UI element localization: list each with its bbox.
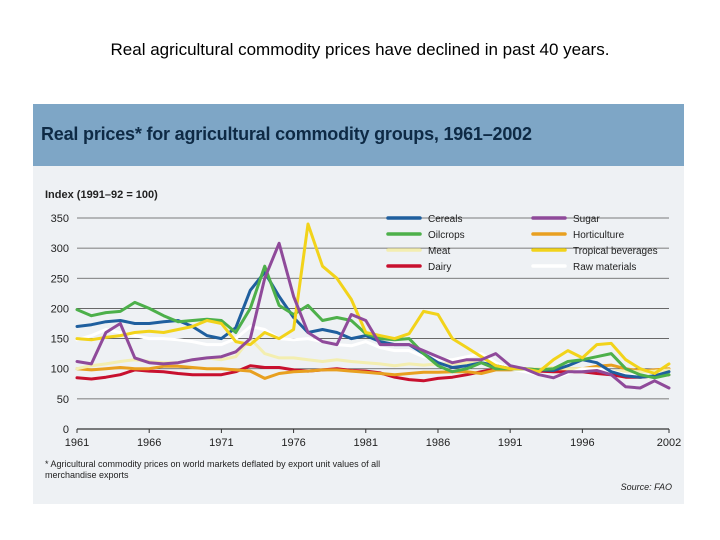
x-tick-label: 1986 xyxy=(426,437,450,449)
series-line-oilcrops xyxy=(75,264,671,380)
legend-label-meat: Meat xyxy=(428,246,450,257)
legend-label-raw-materials: Raw materials xyxy=(573,262,636,273)
y-axis-ticks: 0 50 100 150 200 250 300 350 xyxy=(51,213,69,436)
slide-title: Real agricultural commodity prices have … xyxy=(110,40,610,59)
x-tick-label: 1966 xyxy=(137,437,161,449)
x-tick-label: 1981 xyxy=(354,437,378,449)
y-tick-label: 50 xyxy=(57,394,69,406)
series-lines xyxy=(75,222,671,390)
chart-banner: Real prices* for agricultural commodity … xyxy=(33,104,684,166)
legend-label-sugar: Sugar xyxy=(573,214,600,225)
y-tick-label: 300 xyxy=(51,243,69,255)
y-tick-label: 0 xyxy=(63,424,69,436)
legend-label-dairy: Dairy xyxy=(428,262,451,273)
legend-label-oilcrops: Oilcrops xyxy=(428,230,465,241)
y-tick-label: 350 xyxy=(51,213,69,225)
series-line-sugar xyxy=(75,241,671,390)
y-tick-label: 200 xyxy=(51,303,69,315)
y-tick-label: 150 xyxy=(51,334,69,346)
legend-label-horticulture: Horticulture xyxy=(573,230,625,241)
y-tick-label: 100 xyxy=(51,364,69,376)
chart-footnote: * Agricultural commodity prices on world… xyxy=(45,459,381,480)
chart-figure: Real prices* for agricultural commodity … xyxy=(33,104,684,504)
x-axis-ticks: 1961 1966 1971 1976 1981 1986 1991 1996 2002 xyxy=(65,429,681,449)
legend: Cereals Oilcrops Meat Dairy Sugar Horticultur… xyxy=(386,214,658,273)
x-tick-label: 1971 xyxy=(209,437,233,449)
x-tick-label: 1976 xyxy=(281,437,305,449)
legend-label-cereals: Cereals xyxy=(428,214,462,225)
x-tick-label: 2002 xyxy=(657,437,681,449)
y-tick-label: 250 xyxy=(51,273,69,285)
x-tick-label: 1996 xyxy=(570,437,594,449)
legend-label-tropical-beverages: Tropical beverages xyxy=(573,246,658,257)
chart-source: Source: FAO xyxy=(620,482,672,492)
x-tick-label: 1991 xyxy=(498,437,522,449)
y-axis-label: Index (1991–92 = 100) xyxy=(45,189,158,201)
gridlines xyxy=(77,217,669,430)
chart-title: Real prices* for agricultural commodity … xyxy=(41,124,532,144)
x-tick-label: 1961 xyxy=(65,437,89,449)
